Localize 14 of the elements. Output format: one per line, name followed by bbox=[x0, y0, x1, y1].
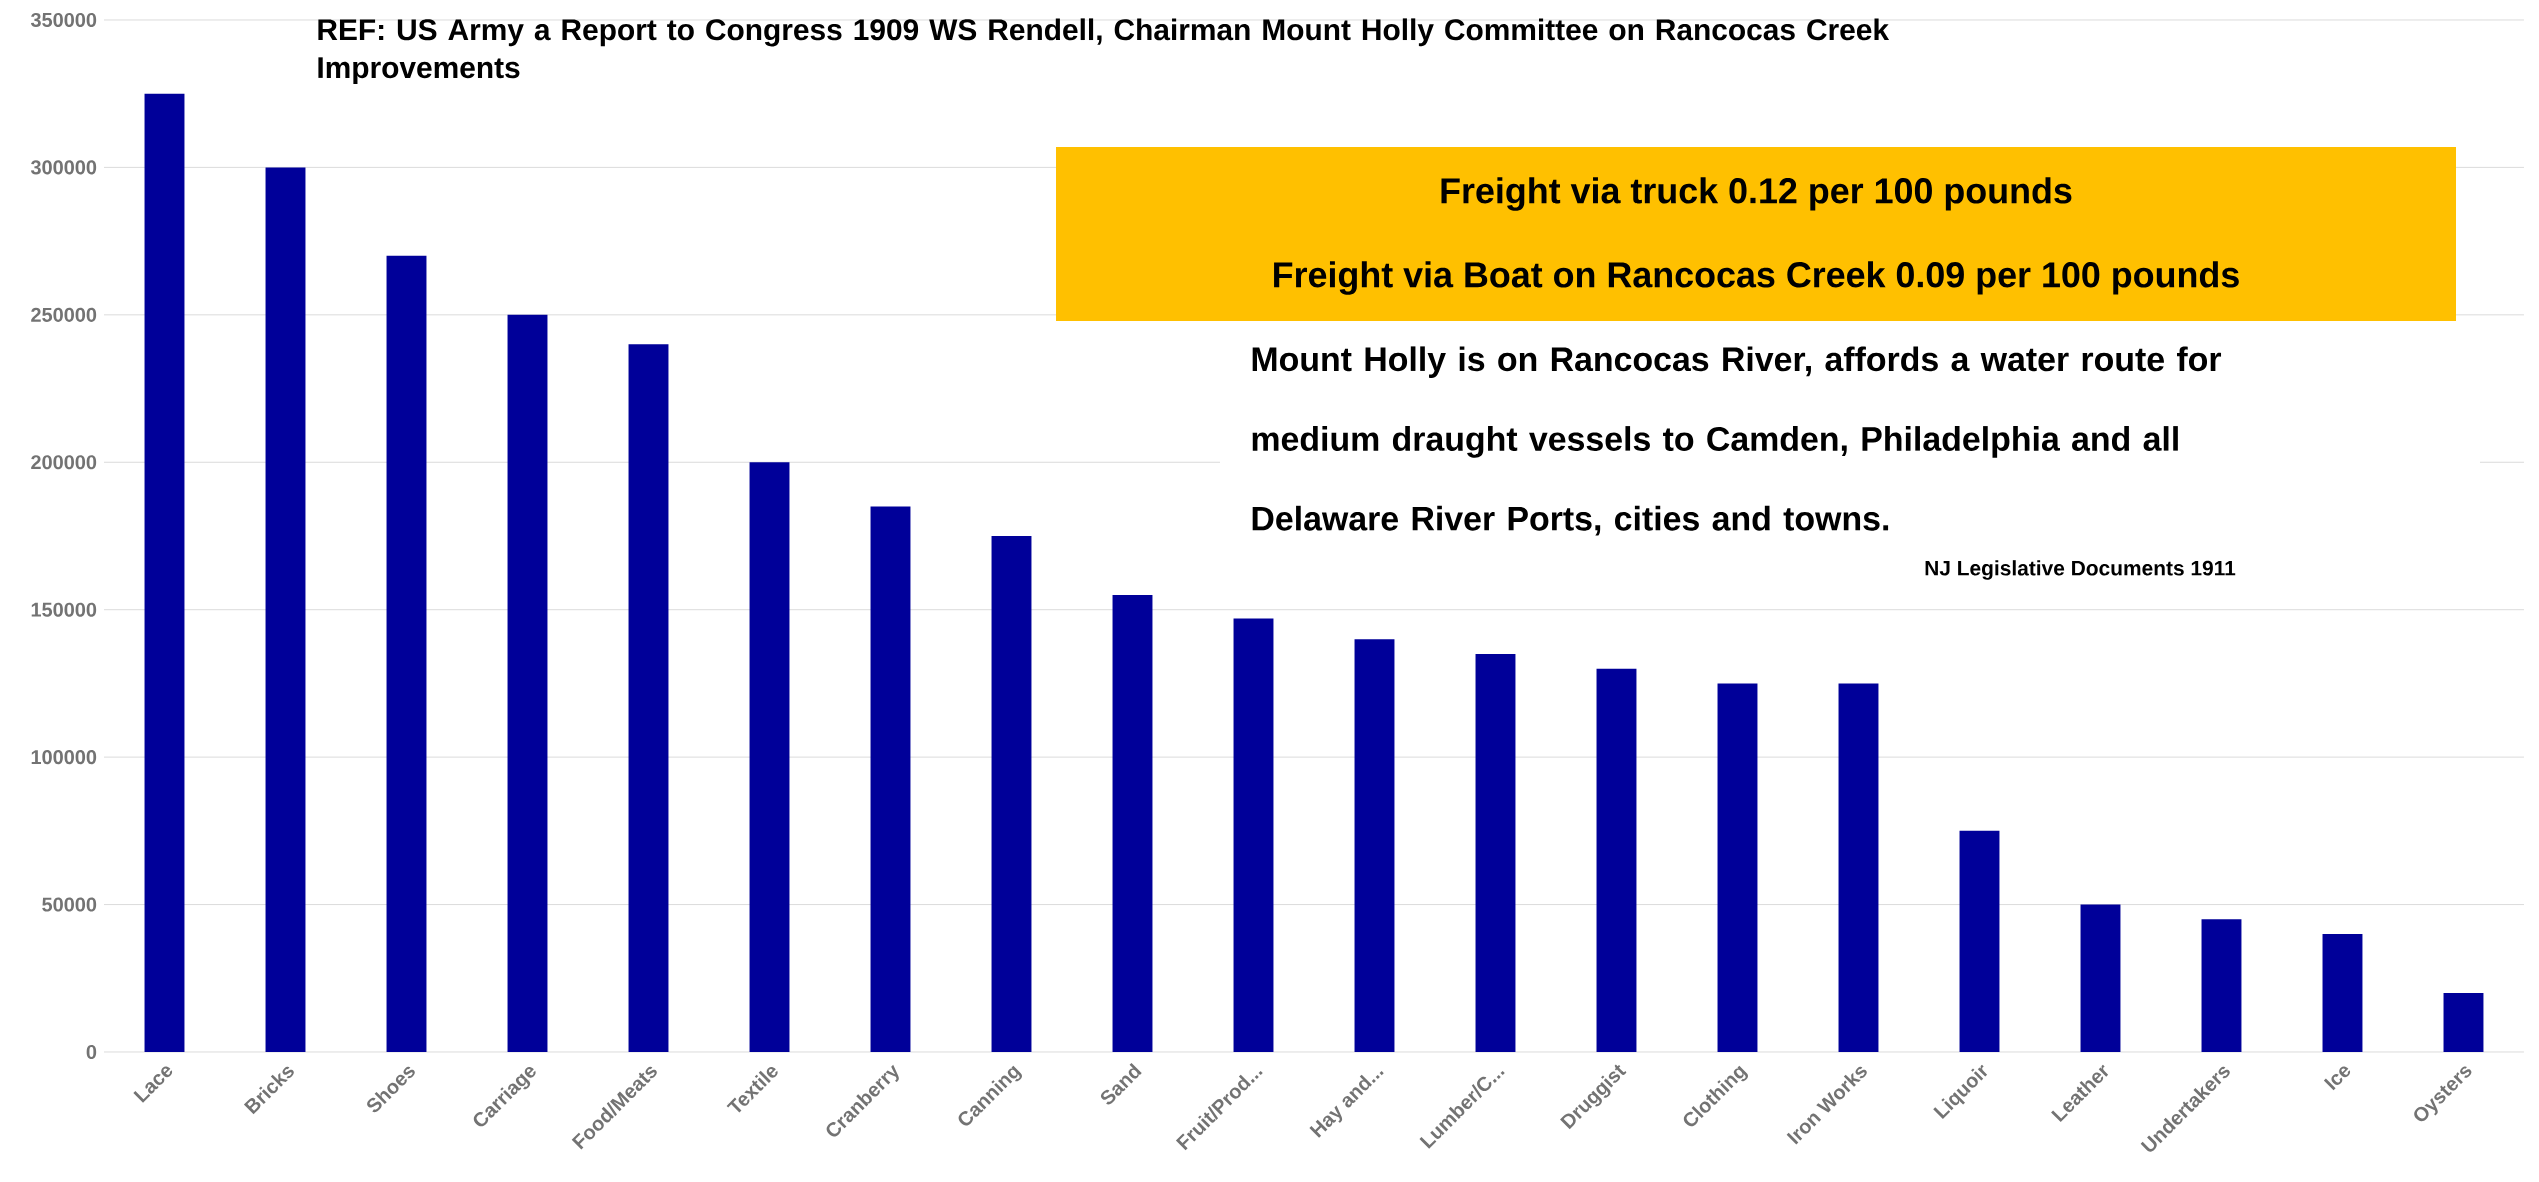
y-tick-label: 350000 bbox=[30, 12, 97, 28]
y-tick-label: 150000 bbox=[31, 602, 97, 617]
y-tick-label: 0 bbox=[86, 1044, 97, 1060]
y-tick-label: 100000 bbox=[31, 750, 97, 765]
text: Mount Holly is on Rancocas River, affords a water route for medium draught vessels to Camden, Philadelphia and all Delaware River Ports, cities and towns. bbox=[1252, 346, 2222, 536]
annotation: Freight via truck 0.12 per 100 pounds bbox=[1441, 177, 2072, 211]
annotation: Freight via Boat on Rancocas Creek 0.09 per 100 pounds bbox=[1274, 261, 2239, 295]
text: REF: US Army a Report to Congress 1909 WS Rendell, Chairman Mount Holly Committee on Rancocas Creek Improvements bbox=[318, 18, 1890, 85]
annotation: NJ Legislative Documents 1911 bbox=[1925, 560, 2236, 580]
y-tick-label: 250000 bbox=[31, 307, 97, 322]
y-tick-label: 50000 bbox=[42, 897, 97, 912]
y-tick-label: 300000 bbox=[30, 160, 97, 175]
x-tick-label: Ice bbox=[2323, 1066, 2351, 1091]
y-tick-label: 200000 bbox=[31, 455, 97, 470]
